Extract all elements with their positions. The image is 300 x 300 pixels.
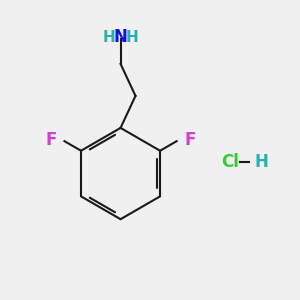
Text: H: H: [103, 30, 116, 45]
Text: N: N: [114, 28, 128, 46]
Text: H: H: [254, 153, 268, 171]
Text: F: F: [184, 131, 195, 149]
Text: F: F: [46, 131, 57, 149]
Text: H: H: [125, 30, 138, 45]
Text: Cl: Cl: [221, 153, 238, 171]
